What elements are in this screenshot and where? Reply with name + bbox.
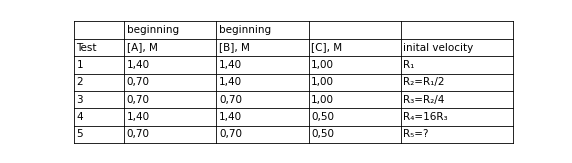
Text: R₁: R₁: [403, 60, 415, 70]
Text: 1,00: 1,00: [311, 77, 334, 87]
Text: 4: 4: [77, 112, 83, 122]
Text: 1,40: 1,40: [219, 60, 242, 70]
Text: 0,70: 0,70: [219, 95, 242, 105]
Text: 0,70: 0,70: [127, 129, 150, 140]
Text: 1,00: 1,00: [311, 95, 334, 105]
Text: 0,70: 0,70: [219, 129, 242, 140]
Text: 0,70: 0,70: [127, 95, 150, 105]
Text: 0,50: 0,50: [311, 129, 334, 140]
Text: 2: 2: [77, 77, 83, 87]
Text: 1,40: 1,40: [127, 60, 150, 70]
Text: [A], M: [A], M: [127, 43, 158, 52]
Text: R₃=R₂/4: R₃=R₂/4: [403, 95, 444, 105]
Text: 1: 1: [77, 60, 83, 70]
Text: 1,40: 1,40: [219, 112, 242, 122]
Text: beginning: beginning: [219, 25, 271, 35]
Text: 0,70: 0,70: [127, 77, 150, 87]
Text: R₂=R₁/2: R₂=R₁/2: [403, 77, 445, 87]
Text: 1,00: 1,00: [311, 60, 334, 70]
Text: Test: Test: [77, 43, 97, 52]
Text: 1,40: 1,40: [127, 112, 150, 122]
Text: 5: 5: [77, 129, 83, 140]
Text: 1,40: 1,40: [219, 77, 242, 87]
Text: 3: 3: [77, 95, 83, 105]
Text: R₅=?: R₅=?: [403, 129, 429, 140]
Text: [C], M: [C], M: [311, 43, 342, 52]
Text: inital velocity: inital velocity: [403, 43, 474, 52]
Text: [B], M: [B], M: [219, 43, 250, 52]
Text: beginning: beginning: [127, 25, 179, 35]
Text: R₄=16R₃: R₄=16R₃: [403, 112, 448, 122]
Text: 0,50: 0,50: [311, 112, 334, 122]
